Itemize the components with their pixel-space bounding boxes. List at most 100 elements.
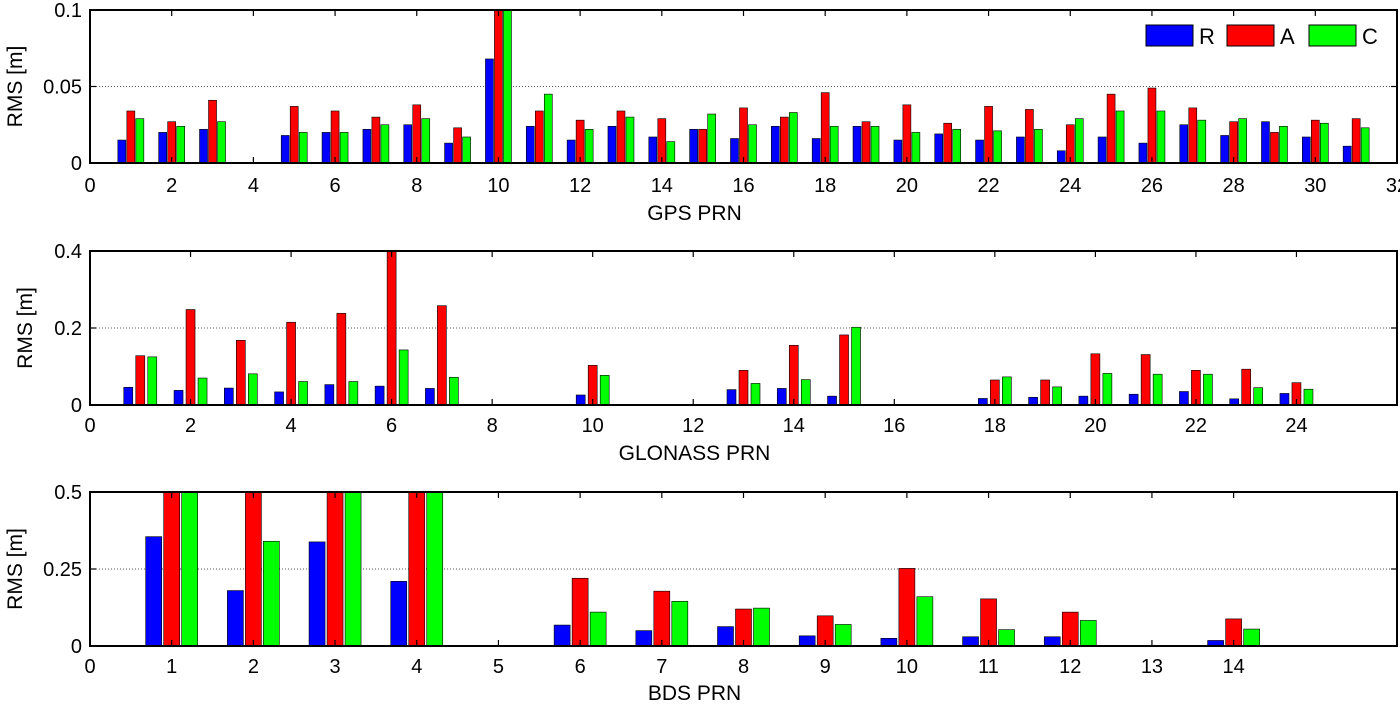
bar-c-prn-30 (1320, 122, 1329, 164)
bar-a-prn-17 (780, 116, 789, 164)
bar-a-prn-6 (386, 250, 397, 406)
bar-a-prn-13 (616, 110, 626, 164)
bar-c-prn-3 (344, 491, 362, 647)
bar-a-prn-12 (575, 119, 585, 164)
bar-a-prn-27 (1188, 107, 1198, 164)
bar-c-prn-5 (348, 381, 359, 406)
bar-a-prn-7 (437, 305, 447, 406)
bar-c-prn-19 (870, 125, 880, 164)
bar-a-prn-9 (453, 127, 462, 164)
x-tick-label: 6 (386, 415, 397, 437)
bar-r-prn-19 (1028, 396, 1038, 406)
legend-label-r: R (1199, 24, 1215, 49)
x-tick-label: 24 (1059, 175, 1081, 197)
bar-c-prn-10 (916, 596, 934, 647)
bar-r-prn-8 (403, 124, 413, 164)
bar-a-prn-28 (1229, 121, 1238, 164)
bar-r-prn-19 (852, 125, 862, 164)
bar-r-prn-23 (1016, 136, 1025, 164)
bar-a-prn-21 (1140, 354, 1151, 406)
bar-a-prn-5 (289, 106, 299, 164)
bar-c-prn-9 (462, 136, 471, 164)
x-axis-label: GLONASS PRN (619, 442, 771, 465)
bar-c-prn-19 (1052, 386, 1062, 406)
bar-r-prn-17 (771, 125, 780, 164)
x-tick-label: 2 (248, 656, 259, 678)
bar-r-prn-7 (635, 630, 653, 647)
bar-c-prn-1 (135, 118, 145, 164)
bar-r-prn-3 (199, 129, 208, 164)
bar-r-prn-30 (1302, 136, 1311, 164)
y-tick-label: 0.5 (54, 482, 82, 504)
x-tick-label: 12 (1059, 656, 1081, 678)
bar-a-prn-23 (1025, 109, 1034, 164)
bar-r-prn-10 (485, 58, 494, 164)
bar-r-prn-7 (425, 388, 435, 406)
bar-c-prn-18 (1002, 376, 1012, 406)
x-tick-label: 6 (330, 175, 341, 197)
bar-a-prn-7 (371, 116, 381, 164)
x-tick-label: 10 (582, 415, 604, 437)
bar-r-prn-24 (1279, 393, 1290, 406)
bar-c-prn-21 (1152, 373, 1163, 406)
bar-c-prn-11 (543, 93, 553, 164)
bar-a-prn-25 (1106, 93, 1116, 164)
y-tick-label: 0 (71, 395, 82, 417)
x-tick-label: 8 (738, 656, 749, 678)
bar-c-prn-2 (263, 540, 280, 647)
bar-r-prn-4 (274, 391, 284, 406)
bar-c-prn-20 (911, 132, 921, 164)
y-tick-label: 0 (71, 636, 82, 658)
x-tick-label: 10 (487, 175, 509, 197)
bar-c-prn-15 (707, 113, 716, 164)
y-axis-label: RMS [m] (4, 46, 27, 128)
bar-r-prn-20 (893, 139, 903, 164)
bar-a-prn-4 (408, 491, 426, 647)
bar-c-prn-9 (834, 624, 852, 647)
x-tick-label: 26 (1141, 175, 1163, 197)
bar-a-prn-2 (167, 121, 176, 164)
x-tick-label: 2 (166, 175, 177, 197)
bar-c-prn-15 (851, 326, 861, 406)
bar-a-prn-13 (738, 370, 749, 406)
y-tick-label: 0.2 (54, 318, 82, 340)
bar-c-prn-26 (1156, 110, 1166, 164)
bar-r-prn-25 (1097, 136, 1107, 164)
bar-a-prn-14 (788, 345, 799, 406)
bar-c-prn-14 (666, 141, 676, 164)
bar-a-prn-26 (1147, 87, 1157, 164)
bar-r-prn-20 (1078, 395, 1089, 406)
x-tick-label: 0 (84, 175, 95, 197)
bar-r-prn-27 (1179, 124, 1189, 164)
bar-r-prn-12 (1043, 636, 1061, 647)
bar-c-prn-11 (998, 629, 1015, 647)
y-axis-label: RMS [m] (14, 287, 37, 369)
bar-c-prn-14 (800, 379, 811, 406)
bar-c-prn-7 (449, 376, 459, 406)
bar-c-prn-23 (1034, 129, 1043, 164)
y-tick-label: 0.4 (54, 241, 82, 263)
legend-swatch-a (1226, 24, 1275, 47)
bar-r-prn-16 (730, 138, 739, 164)
bar-c-prn-18 (829, 125, 839, 164)
bar-r-prn-18 (811, 138, 821, 164)
bar-c-prn-10 (599, 375, 610, 406)
bar-r-prn-6 (553, 624, 571, 647)
bar-c-prn-5 (298, 132, 308, 164)
bar-a-prn-29 (1270, 132, 1279, 164)
bar-a-prn-15 (698, 129, 707, 164)
bar-c-prn-31 (1360, 127, 1370, 164)
bar-a-prn-10 (494, 9, 503, 164)
bar-c-prn-27 (1197, 119, 1207, 164)
bar-a-prn-31 (1351, 118, 1361, 164)
bar-c-prn-4 (426, 491, 444, 647)
bar-c-prn-8 (753, 607, 770, 647)
bar-a-prn-3 (208, 99, 217, 164)
x-tick-label: 14 (783, 415, 805, 437)
bar-a-prn-30 (1311, 119, 1320, 164)
x-tick-label: 5 (493, 656, 504, 678)
y-axis-label: RMS [m] (4, 528, 27, 610)
bar-r-prn-9 (798, 635, 816, 647)
bar-a-prn-15 (839, 334, 849, 406)
bar-c-prn-2 (176, 125, 185, 164)
